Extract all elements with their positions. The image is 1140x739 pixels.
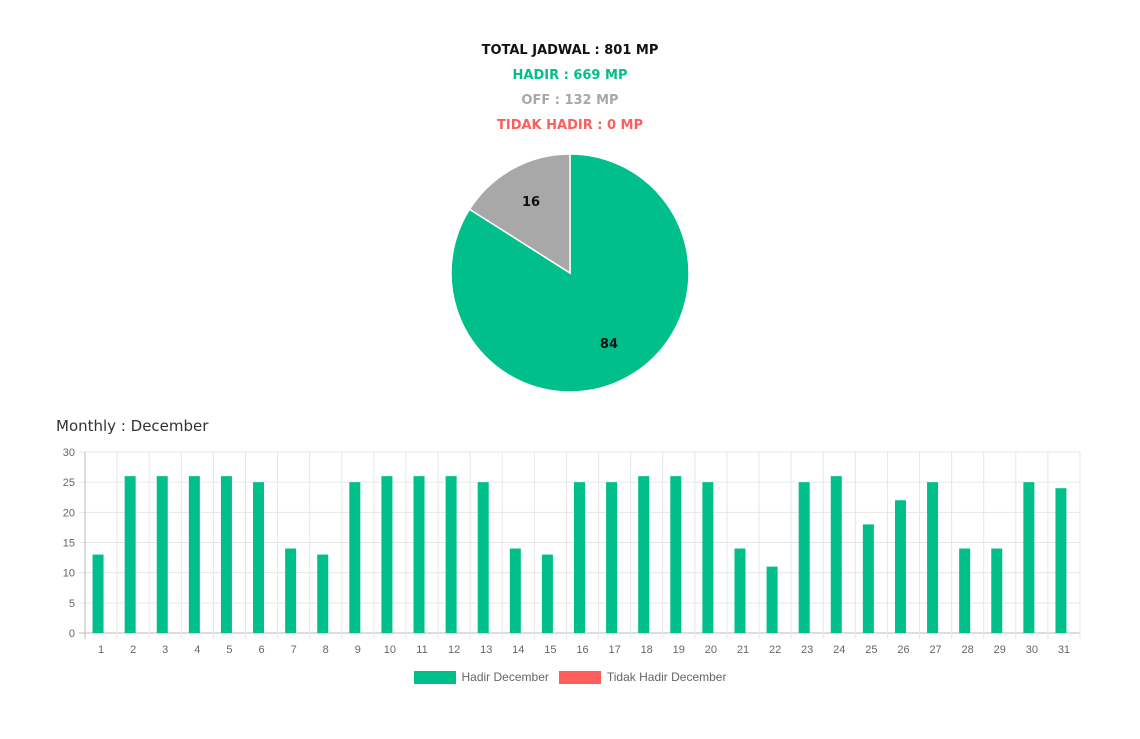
- pie-slice-off[interactable]: [468, 153, 571, 275]
- x-tick-label: 24: [833, 644, 845, 656]
- bar-hadir[interactable]: [830, 476, 842, 633]
- bar-hadir[interactable]: [220, 476, 232, 633]
- bar-hadir[interactable]: [92, 554, 104, 633]
- bar-hadir[interactable]: [541, 554, 553, 633]
- x-tick-label: 12: [448, 644, 460, 656]
- bar-hadir[interactable]: [188, 476, 200, 633]
- bar-hadir[interactable]: [927, 482, 939, 633]
- legend-item-hadir[interactable]: Hadir December: [413, 670, 549, 684]
- legend-label-tidak-hadir: Tidak Hadir December: [606, 670, 727, 684]
- tidak-hadir-label: TIDAK HADIR : 0 MP: [496, 118, 644, 133]
- pie-data-label: 16: [522, 195, 540, 210]
- pie-svg: 84 16: [450, 153, 690, 393]
- legend-swatch-hadir: [413, 670, 456, 684]
- bar-hadir[interactable]: [1023, 482, 1035, 633]
- bar-hadir[interactable]: [477, 482, 489, 633]
- bar-hadir[interactable]: [766, 566, 778, 633]
- bar-hadir[interactable]: [1055, 488, 1067, 633]
- y-tick-label: 15: [63, 538, 75, 550]
- total-jadwal-label: TOTAL JADWAL : 801 MP: [481, 43, 659, 58]
- x-tick-label: 7: [291, 644, 297, 656]
- x-tick-label: 15: [544, 644, 556, 656]
- bar-legend: Hadir December Tidak Hadir December: [0, 670, 1140, 684]
- bar-hadir[interactable]: [670, 476, 682, 633]
- monthly-title: Monthly : December: [56, 417, 209, 435]
- bar-hadir[interactable]: [349, 482, 361, 633]
- x-tick-label: 20: [705, 644, 717, 656]
- x-tick-label: 4: [194, 644, 200, 656]
- x-tick-label: 18: [641, 644, 653, 656]
- x-tick-label: 22: [769, 644, 781, 656]
- bar-hadir[interactable]: [862, 524, 874, 633]
- x-tick-label: 14: [512, 644, 524, 656]
- bar-hadir[interactable]: [381, 476, 393, 633]
- x-tick-label: 9: [355, 644, 361, 656]
- y-tick-label: 25: [63, 477, 75, 489]
- bar-hadir[interactable]: [413, 476, 425, 633]
- bar-hadir[interactable]: [894, 500, 906, 633]
- bar-hadir[interactable]: [317, 554, 329, 633]
- x-tick-label: 28: [962, 644, 974, 656]
- bar-hadir[interactable]: [959, 548, 971, 633]
- x-tick-label: 30: [1026, 644, 1038, 656]
- y-tick-label: 30: [63, 447, 75, 459]
- x-tick-label: 13: [480, 644, 492, 656]
- bar-hadir[interactable]: [798, 482, 810, 633]
- y-tick-label: 20: [63, 507, 75, 519]
- x-tick-label: 11: [416, 644, 427, 656]
- y-tick-label: 0: [69, 628, 75, 640]
- x-tick-label: 1: [98, 644, 104, 656]
- x-tick-label: 29: [994, 644, 1006, 656]
- x-tick-label: 8: [323, 644, 329, 656]
- x-tick-label: 19: [673, 644, 685, 656]
- pie-data-label: 84: [600, 337, 618, 352]
- legend-item-tidak-hadir[interactable]: Tidak Hadir December: [558, 670, 727, 684]
- x-tick-label: 23: [801, 644, 813, 656]
- x-tick-label: 21: [737, 644, 749, 656]
- bar-hadir[interactable]: [638, 476, 650, 633]
- bar-hadir[interactable]: [509, 548, 521, 633]
- attendance-pie-chart: 84 16: [440, 145, 700, 405]
- x-tick-label: 17: [608, 644, 620, 656]
- x-tick-label: 16: [576, 644, 588, 656]
- x-tick-label: 26: [897, 644, 909, 656]
- x-tick-label: 31: [1058, 644, 1070, 656]
- off-label: OFF : 132 MP: [521, 93, 619, 108]
- bar-hadir[interactable]: [991, 548, 1003, 633]
- x-tick-label: 6: [258, 644, 264, 656]
- y-tick-label: 10: [63, 568, 75, 580]
- bar-hadir[interactable]: [124, 476, 136, 633]
- bar-hadir[interactable]: [156, 476, 168, 633]
- bar-hadir[interactable]: [445, 476, 457, 633]
- x-tick-label: 27: [929, 644, 941, 656]
- x-tick-label: 25: [865, 644, 877, 656]
- bar-hadir[interactable]: [606, 482, 618, 633]
- bar-hadir[interactable]: [253, 482, 265, 633]
- legend-label-hadir: Hadir December: [461, 670, 549, 684]
- legend-swatch-tidak-hadir: [558, 670, 601, 684]
- x-tick-label: 5: [226, 644, 232, 656]
- hadir-label: HADIR : 669 MP: [512, 68, 628, 83]
- bar-hadir[interactable]: [574, 482, 585, 633]
- bar-hadir[interactable]: [734, 548, 746, 633]
- x-tick-label: 2: [130, 644, 136, 656]
- bar-hadir[interactable]: [702, 482, 714, 633]
- y-tick-label: 5: [69, 598, 75, 610]
- x-tick-label: 3: [162, 644, 168, 656]
- bar-hadir[interactable]: [285, 548, 297, 633]
- x-tick-label: 10: [384, 644, 396, 656]
